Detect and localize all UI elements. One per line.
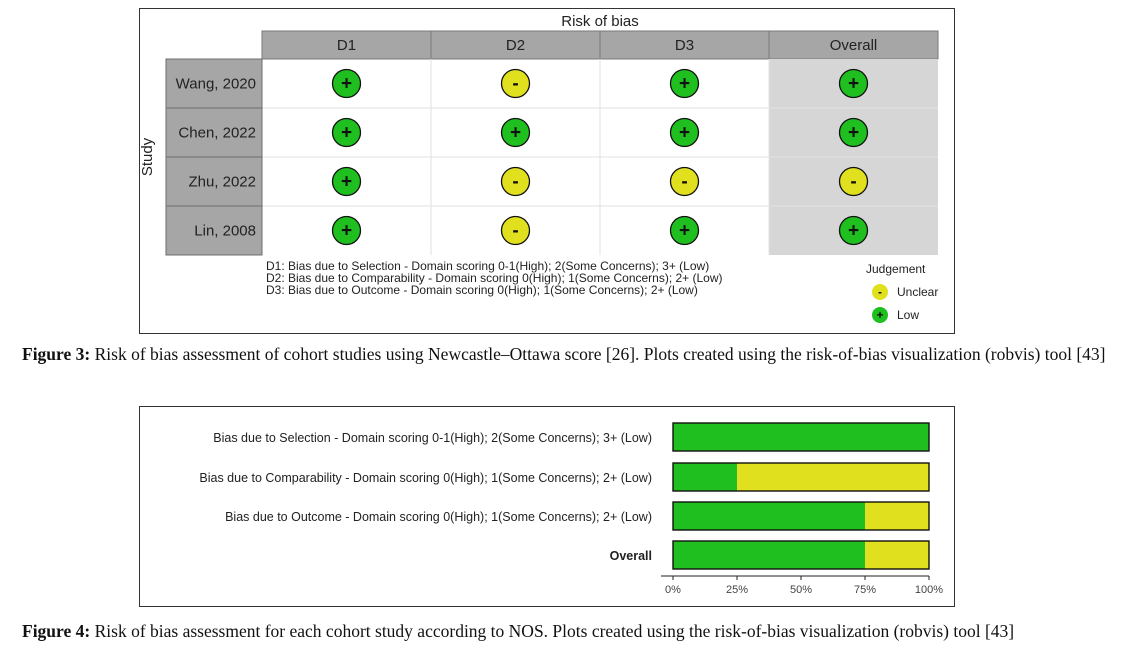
category-label: Bias due to Selection - Domain scoring 0…	[213, 431, 652, 445]
judgement-symbol: -	[681, 172, 687, 193]
bar-segment-low	[673, 502, 865, 530]
bar-segment-unclear	[737, 463, 929, 491]
judgement-low-icon	[669, 117, 700, 148]
column-header-cell	[768, 30, 939, 60]
judgement-symbol: +	[679, 221, 690, 242]
column-header-cell	[430, 30, 601, 60]
figure4-caption: Figure 4: Risk of bias assessment for ea…	[22, 622, 1122, 641]
figure3-caption-label: Figure 3:	[22, 344, 91, 364]
bar-segment-unclear	[865, 502, 929, 530]
judgement-symbol: -	[512, 74, 518, 95]
judgement-low-icon	[838, 215, 869, 246]
figure4-caption-label: Figure 4:	[22, 621, 91, 641]
x-tick-label: 0%	[665, 584, 681, 596]
judgement-symbol: +	[341, 172, 352, 193]
bar-segment-unclear	[865, 541, 929, 569]
legend-unclear-icon	[872, 284, 888, 300]
column-header-d3: D3	[675, 37, 694, 54]
bar-segment-low	[673, 423, 929, 451]
domain-note: D2: Bias due to Comparability - Domain s…	[266, 271, 723, 285]
study-label-cell	[165, 205, 263, 256]
legend-title: Judgement	[866, 262, 926, 276]
figure3-caption-text: Risk of bias assessment of cohort studie…	[90, 344, 1106, 364]
judgement-low-icon	[838, 117, 869, 148]
judgement-symbol: -	[850, 172, 856, 193]
legend-label: Unclear	[897, 285, 938, 299]
x-tick-label: 100%	[915, 584, 943, 596]
category-label: Overall	[610, 549, 652, 563]
judgement-symbol: +	[848, 221, 859, 242]
bar-segment-low	[673, 541, 865, 569]
category-label: Bias due to Outcome - Domain scoring 0(H…	[225, 510, 652, 524]
study-label: Lin, 2008	[194, 223, 256, 240]
bar-segment-low	[673, 463, 737, 491]
risk-of-bias-traffic-light-plot: Risk of bias D1 D2 D3 Overall Wang, 2020 + - + + C…	[139, 13, 939, 323]
column-header-d1: D1	[337, 37, 356, 54]
judgement-low-icon	[669, 68, 700, 99]
judgement-symbol: +	[848, 74, 859, 95]
legend-symbol: -	[878, 285, 882, 299]
judgement-symbol: +	[510, 123, 521, 144]
plot-title: Risk of bias	[561, 13, 639, 30]
x-tick-label: 50%	[790, 584, 812, 596]
judgement-symbol: +	[341, 221, 352, 242]
figure3-frame: Risk of bias D1 D2 D3 Overall Wang, 2020 + - + + C…	[139, 8, 955, 334]
judgement-symbol: -	[512, 172, 518, 193]
bar-outline	[672, 462, 930, 492]
study-label: Zhu, 2022	[188, 174, 256, 191]
judgement-low-icon	[331, 68, 362, 99]
risk-of-bias-summary-chart: Bias due to Selection - Domain scoring 0…	[199, 422, 943, 596]
column-header-cell	[599, 30, 770, 60]
study-label: Wang, 2020	[176, 76, 256, 93]
figure4-caption-text: Risk of bias assessment for each cohort …	[90, 621, 1015, 641]
legend-label: Low	[897, 308, 919, 322]
bar-outline	[672, 540, 930, 570]
column-header-overall: Overall	[830, 37, 878, 54]
judgement-unclear-icon	[669, 166, 700, 197]
judgement-low-icon	[838, 68, 869, 99]
judgement-symbol: +	[679, 123, 690, 144]
judgement-unclear-icon	[500, 166, 531, 197]
judgement-low-icon	[331, 215, 362, 246]
bar-outline	[672, 501, 930, 531]
judgement-low-icon	[500, 117, 531, 148]
category-label: Bias due to Comparability - Domain scori…	[199, 471, 652, 485]
judgement-low-icon	[331, 117, 362, 148]
judgement-unclear-icon	[500, 215, 531, 246]
figure4-frame: Bias due to Selection - Domain scoring 0…	[139, 406, 955, 607]
figure3-caption: Figure 3: Risk of bias assessment of coh…	[22, 345, 1122, 364]
legend-low-icon	[872, 307, 888, 323]
judgement-symbol: +	[679, 74, 690, 95]
x-tick-label: 75%	[854, 584, 876, 596]
judgement-low-icon	[331, 166, 362, 197]
x-tick-label: 25%	[726, 584, 748, 596]
domain-note: D1: Bias due to Selection - Domain scori…	[266, 259, 709, 273]
judgement-low-icon	[669, 215, 700, 246]
judgement-unclear-icon	[500, 68, 531, 99]
judgement-symbol: +	[341, 74, 352, 95]
domain-note: D3: Bias due to Outcome - Domain scoring…	[266, 283, 698, 297]
y-axis-label: Study	[140, 137, 156, 176]
bar-outline	[672, 422, 930, 452]
study-label: Chen, 2022	[178, 125, 256, 142]
judgement-symbol: -	[512, 221, 518, 242]
judgement-symbol: +	[848, 123, 859, 144]
column-header-cell	[261, 30, 432, 60]
legend-symbol: +	[876, 308, 883, 322]
study-label-cell	[165, 156, 263, 207]
judgement-unclear-icon	[838, 166, 869, 197]
column-header-d2: D2	[506, 37, 525, 54]
judgement-symbol: +	[341, 123, 352, 144]
